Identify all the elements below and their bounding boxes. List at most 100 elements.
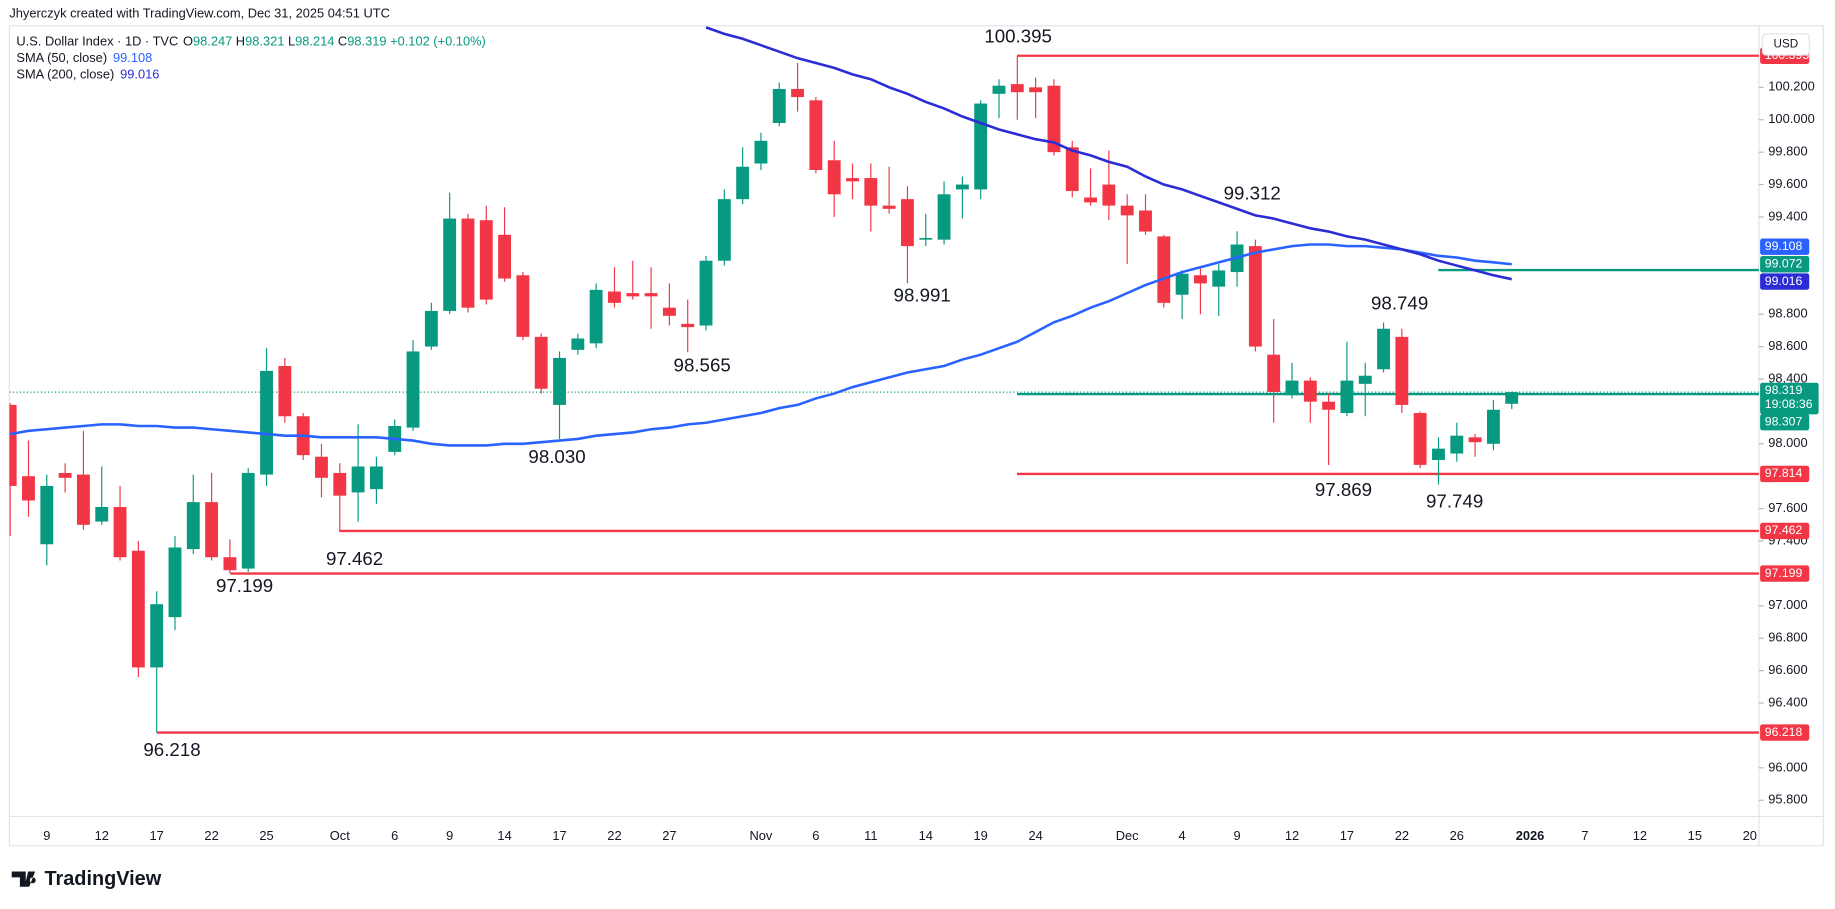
y-tick-label: 97.000 xyxy=(1768,597,1807,612)
candle-body xyxy=(1486,409,1500,444)
candle-body xyxy=(278,366,292,417)
price-annotation: 96.218 xyxy=(143,739,200,760)
candle-body xyxy=(1303,380,1317,402)
x-tick-label: 14 xyxy=(919,828,933,843)
candle-body xyxy=(1193,275,1207,284)
candle-body xyxy=(791,88,805,98)
y-tick-label: 98.600 xyxy=(1768,338,1807,353)
x-tick-label: 12 xyxy=(95,828,109,843)
x-tick-label: 12 xyxy=(1633,828,1647,843)
candle-body xyxy=(333,472,347,496)
candle-body xyxy=(1029,87,1043,93)
candle-body xyxy=(1212,270,1226,287)
x-tick-label: 25 xyxy=(259,828,273,843)
price-annotation: 99.312 xyxy=(1224,182,1281,203)
candle-body xyxy=(736,166,750,200)
x-tick-label: 14 xyxy=(497,828,511,843)
candle-body xyxy=(534,336,548,389)
candle-body xyxy=(717,199,731,261)
candle-body xyxy=(9,404,17,486)
legend-key: L xyxy=(288,34,295,49)
price-annotation: 97.749 xyxy=(1426,490,1483,511)
x-tick-label: 20 xyxy=(1743,828,1757,843)
candle-body xyxy=(846,178,859,182)
candle-body xyxy=(1285,380,1299,396)
price-annotation: 97.462 xyxy=(326,548,383,569)
candle-body xyxy=(1139,210,1152,232)
candle-body xyxy=(1065,147,1079,192)
logo-icon xyxy=(11,871,36,887)
x-tick-label: 17 xyxy=(150,828,164,843)
y-tick-label: 99.800 xyxy=(1768,144,1807,159)
candle-body xyxy=(516,275,530,337)
candle-body xyxy=(608,291,621,303)
candle-body xyxy=(1432,448,1445,461)
sma-line xyxy=(705,26,1512,281)
price-tag-label: 96.218 xyxy=(1765,725,1803,739)
candle-body xyxy=(406,351,420,428)
candle-body xyxy=(1248,246,1262,347)
price-tag-label: 97.462 xyxy=(1765,523,1803,537)
x-tick-label: 26 xyxy=(1450,828,1464,843)
logo: TradingView xyxy=(11,868,162,890)
candle-body xyxy=(1322,401,1336,410)
candle-body xyxy=(1157,236,1171,303)
x-tick-label: 24 xyxy=(1028,828,1042,843)
candle-body xyxy=(1450,435,1464,454)
price-annotation: 100.395 xyxy=(984,25,1052,46)
credit: Jhyerczyk created with TradingView.com, … xyxy=(9,5,390,20)
x-tick-label: 9 xyxy=(1233,828,1240,843)
legend-value: 98.319 xyxy=(347,34,386,49)
price-tag xyxy=(1760,522,1810,540)
x-tick-label: 17 xyxy=(1340,828,1354,843)
legend-value: 98.321 xyxy=(245,34,284,49)
candle-body xyxy=(479,220,493,300)
candle-body xyxy=(754,140,768,164)
candle-body xyxy=(424,310,438,347)
x-tick-label: Oct xyxy=(330,828,350,843)
y-tick-label: 97.600 xyxy=(1768,500,1807,515)
x-tick-label: 2026 xyxy=(1516,828,1545,843)
legend-title: U.S. Dollar Index · 1D · TVC xyxy=(16,34,178,49)
price-annotation: 97.869 xyxy=(1315,479,1372,500)
candle-body xyxy=(1358,375,1372,384)
legend-series-name: SMA (50, close) xyxy=(16,50,107,65)
sma-line xyxy=(9,243,1512,447)
candle-body xyxy=(1267,354,1281,392)
legend-series-value: 99.016 xyxy=(120,66,159,81)
x-tick-label: 6 xyxy=(391,828,398,843)
candle-body xyxy=(955,184,969,190)
price-tag xyxy=(1760,238,1810,255)
candle-body xyxy=(1120,205,1134,216)
legend-key: H xyxy=(236,34,245,49)
y-tick-label: 98.000 xyxy=(1768,435,1807,450)
price-tag-label: 99.072 xyxy=(1765,256,1803,270)
x-tick-label: 12 xyxy=(1285,828,1299,843)
x-tick-label: 9 xyxy=(43,828,50,843)
y-tick-label: 95.800 xyxy=(1768,792,1807,807)
candle-body xyxy=(22,476,35,501)
candle-body xyxy=(150,604,164,668)
legend-value: 98.247 xyxy=(193,34,232,49)
candle-body xyxy=(1468,437,1482,443)
price-tag xyxy=(1760,413,1810,431)
price-annotation: 97.199 xyxy=(216,575,273,596)
candle-body xyxy=(699,260,713,326)
candle-body xyxy=(589,289,603,344)
x-tick-label: Nov xyxy=(750,828,773,843)
price-annotation: 98.030 xyxy=(528,446,585,467)
candle-body xyxy=(644,293,658,297)
candle-body xyxy=(827,160,841,195)
candle-body xyxy=(681,323,695,328)
y-tick-label: 96.800 xyxy=(1768,630,1807,645)
price-tag xyxy=(1760,565,1810,582)
currency-label: USD xyxy=(1774,38,1799,51)
candle-body xyxy=(919,238,933,240)
currency-box xyxy=(1761,33,1810,56)
legend-change: +0.102 (+0.10%) xyxy=(390,34,486,49)
candle-body xyxy=(1505,392,1519,404)
countdown-label: 19:08:36 xyxy=(1765,397,1813,411)
price-tag-label: 98.307 xyxy=(1765,414,1803,428)
candle-body xyxy=(626,293,640,297)
